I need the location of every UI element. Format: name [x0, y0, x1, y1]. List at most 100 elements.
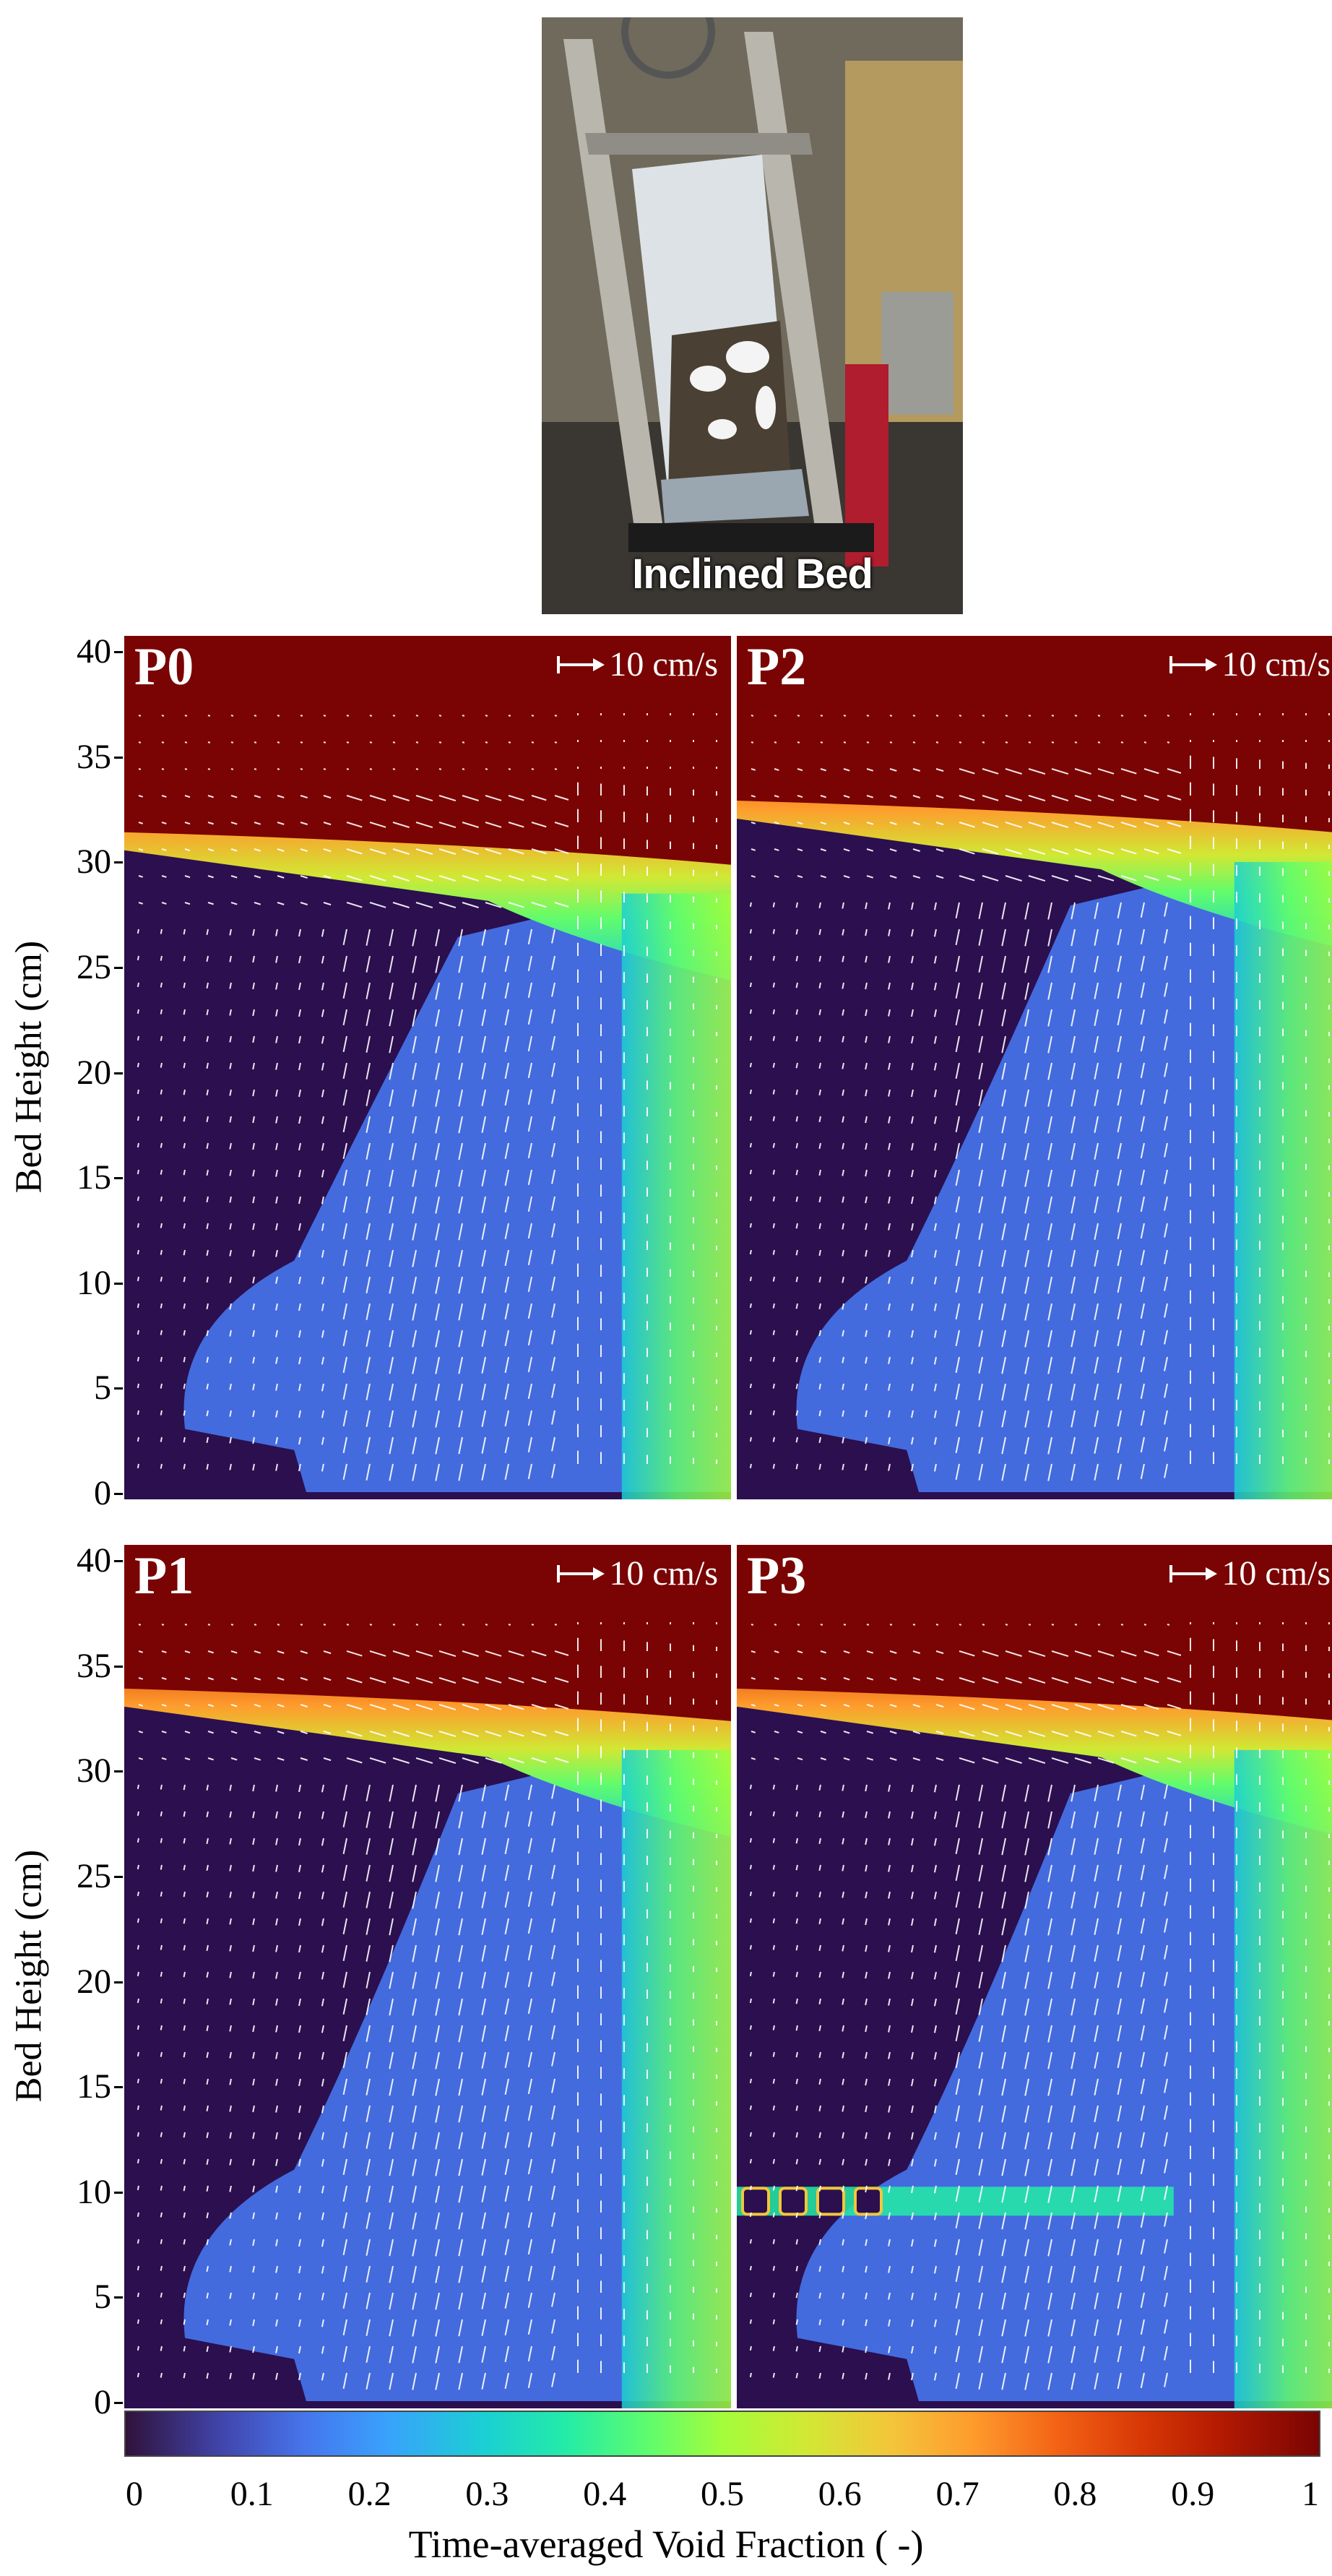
velocity-vector	[527, 1356, 532, 1372]
velocity-vector	[138, 1624, 142, 1626]
velocity-vector	[912, 715, 916, 717]
velocity-vector	[458, 1998, 463, 2016]
velocity-vector	[323, 1624, 326, 1626]
velocity-vector	[842, 2105, 844, 2112]
velocity-vector	[160, 1436, 163, 1442]
velocity-vector	[161, 875, 167, 878]
velocity-vector	[412, 1356, 417, 1374]
velocity-vector	[1140, 929, 1145, 944]
velocity-vector	[321, 1891, 324, 1900]
velocity-vector	[412, 1838, 417, 1856]
velocity-vector	[1094, 1811, 1099, 1828]
velocity-vector	[959, 1677, 975, 1684]
y-tick-label: 30	[77, 1752, 111, 1791]
velocity-vector	[412, 2239, 417, 2257]
velocity-vector	[183, 1089, 186, 1095]
velocity-vector	[481, 1998, 486, 2015]
velocity-vector	[527, 982, 532, 998]
velocity-vector	[551, 2292, 555, 2307]
velocity-vector	[254, 875, 261, 879]
velocity-vector	[888, 1089, 891, 1097]
velocity-vector	[207, 822, 214, 825]
velocity-vector	[321, 1410, 324, 1418]
velocity-vector	[842, 2372, 844, 2379]
velocity-vector	[229, 1062, 232, 1069]
velocity-vector	[252, 1838, 255, 1845]
velocity-vector	[865, 1249, 868, 1257]
velocity-vector	[1094, 929, 1099, 946]
velocity-vector	[183, 1838, 186, 1844]
velocity-vector	[389, 1223, 394, 1241]
velocity-vector	[435, 1089, 440, 1107]
velocity-vector	[955, 1009, 960, 1026]
velocity-vector	[160, 1838, 163, 1843]
velocity-vector	[1094, 1196, 1099, 1213]
velocity-vector	[275, 2105, 278, 2113]
velocity-vector	[275, 1009, 278, 1017]
velocity-vector	[160, 1249, 163, 1255]
velocity-vector	[137, 2051, 139, 2057]
velocity-vector	[230, 1677, 238, 1681]
velocity-vector	[229, 1918, 232, 1925]
velocity-vector	[254, 1731, 261, 1734]
velocity-vector	[1071, 1142, 1076, 1160]
velocity-vector	[207, 875, 214, 879]
velocity-vector	[842, 1436, 844, 1444]
velocity-vector	[415, 1650, 433, 1658]
velocity-vector	[531, 902, 547, 908]
velocity-vector	[1164, 2158, 1168, 2174]
velocity-vector	[458, 1035, 463, 1054]
velocity-vector	[1024, 2265, 1029, 2283]
velocity-vector	[935, 1731, 944, 1735]
velocity-vector	[955, 1062, 960, 1080]
velocity-vector	[978, 1035, 983, 1053]
velocity-vector	[206, 2212, 209, 2219]
velocity-vector	[818, 955, 821, 962]
velocity-vector	[504, 1356, 509, 1374]
velocity-vector	[342, 1330, 347, 1347]
velocity-vector	[229, 1223, 232, 1230]
velocity-vector	[392, 1757, 410, 1764]
velocity-vector	[275, 1944, 278, 1952]
velocity-vector	[1005, 1624, 1008, 1626]
velocity-vector	[865, 1864, 868, 1872]
velocity-vector	[389, 1891, 394, 1909]
velocity-vector	[888, 2292, 891, 2300]
velocity-vector	[933, 2158, 937, 2167]
velocity-vector	[1001, 2105, 1006, 2123]
velocity-vector	[1164, 1089, 1168, 1104]
velocity-vector	[1117, 2158, 1122, 2176]
velocity-vector	[1164, 1330, 1168, 1345]
velocity-vector	[843, 1624, 847, 1626]
velocity-vector	[959, 715, 962, 717]
velocity-vector	[978, 1838, 983, 1855]
velocity-vector	[481, 1971, 486, 1989]
velocity-vector	[438, 902, 457, 909]
velocity-vector	[551, 1330, 555, 1345]
velocity-vector	[481, 2265, 486, 2283]
velocity-vector	[229, 2051, 232, 2059]
colorbar-tick-label: 0.4	[583, 2475, 627, 2513]
velocity-vector	[435, 1463, 440, 1481]
velocity-vector	[1071, 1918, 1076, 1936]
velocity-vector	[1094, 2319, 1099, 2336]
velocity-vector	[252, 1864, 255, 1872]
velocity-vector	[435, 1436, 440, 1455]
velocity-vector	[933, 1196, 937, 1205]
velocity-vector	[481, 1944, 486, 1962]
velocity-vector	[935, 1704, 944, 1708]
velocity-vector	[1117, 1089, 1122, 1106]
velocity-vector	[842, 2185, 844, 2192]
velocity-vector	[933, 2078, 937, 2087]
velocity-vector	[933, 1784, 937, 1793]
velocity-vector	[298, 1330, 301, 1338]
velocity-vector	[935, 715, 939, 717]
velocity-vector	[843, 741, 847, 744]
velocity-vector	[1120, 1757, 1137, 1764]
velocity-vector-field	[749, 1622, 1330, 2390]
velocity-vector	[1071, 1410, 1076, 1428]
velocity-vector	[1140, 1463, 1145, 1479]
velocity-vector	[161, 1731, 167, 1733]
velocity-vector	[531, 715, 535, 717]
velocity-vector	[415, 848, 433, 856]
